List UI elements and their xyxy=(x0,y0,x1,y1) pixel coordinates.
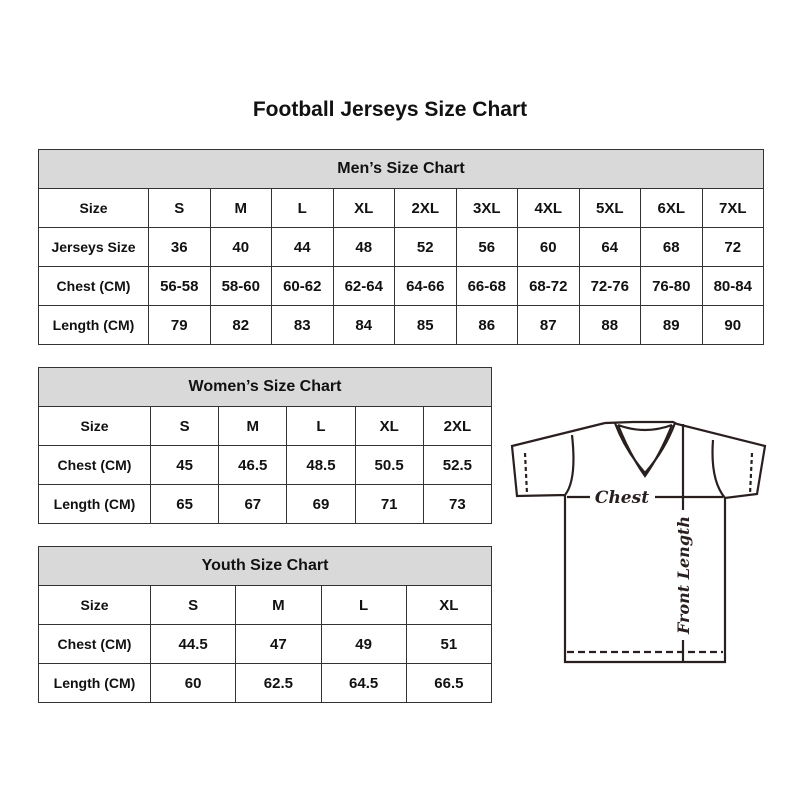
table-row: Jerseys Size 36 40 44 48 52 56 60 64 68 72 xyxy=(38,227,764,267)
table-cell: 62-64 xyxy=(332,266,395,306)
table-row: Size S M L XL 2XL 3XL 4XL 5XL 6XL 7XL xyxy=(38,188,764,228)
table-cell: XL xyxy=(405,585,493,625)
table-cell: 47 xyxy=(235,624,322,664)
table-cell: XL xyxy=(332,188,395,228)
youth-table-caption: Youth Size Chart xyxy=(38,546,492,586)
table-cell: L xyxy=(320,585,407,625)
table-cell: 66-68 xyxy=(455,266,518,306)
table-cell: 56 xyxy=(455,227,518,267)
table-cell: 48 xyxy=(332,227,395,267)
table-cell: 60 xyxy=(517,227,580,267)
table-cell: S xyxy=(149,585,237,625)
table-cell: 73 xyxy=(422,484,493,524)
table-cell: 45 xyxy=(149,445,220,485)
table-cell: 2XL xyxy=(422,406,493,446)
table-cell: S xyxy=(148,188,211,228)
table-cell: 7XL xyxy=(701,188,764,228)
table-cell: 52 xyxy=(394,227,457,267)
table-cell: 79 xyxy=(148,305,211,345)
table-cell: 64-66 xyxy=(394,266,457,306)
jersey-outline-icon xyxy=(510,420,767,664)
table-cell: 87 xyxy=(517,305,580,345)
table-cell: 49 xyxy=(320,624,407,664)
table-cell: S xyxy=(149,406,220,446)
table-cell: 65 xyxy=(149,484,220,524)
table-row: Length (CM) 79 82 83 84 85 86 87 88 89 90 xyxy=(38,305,764,345)
table-cell: 89 xyxy=(640,305,703,345)
table-cell: 66.5 xyxy=(405,663,493,703)
table-cell: 72-76 xyxy=(578,266,641,306)
row-label: Length (CM) xyxy=(38,484,151,524)
page-title: Football Jerseys Size Chart xyxy=(252,98,528,121)
table-cell: 44.5 xyxy=(149,624,237,664)
table-cell: 68-72 xyxy=(517,266,580,306)
table-cell: 88 xyxy=(578,305,641,345)
men-table-caption: Men’s Size Chart xyxy=(38,149,764,189)
table-row: Chest (CM) 45 46.5 48.5 50.5 52.5 xyxy=(38,445,493,485)
table-cell: XL xyxy=(354,406,424,446)
table-cell: 68 xyxy=(640,227,703,267)
men-size-table: Men’s Size Chart Size S M L XL 2XL 3XL 4XL 5XL 6XL… xyxy=(38,149,764,345)
table-cell: 52.5 xyxy=(422,445,493,485)
row-label: Chest (CM) xyxy=(38,266,149,306)
table-cell: M xyxy=(209,188,272,228)
table-cell: 86 xyxy=(455,305,518,345)
women-table-caption: Women’s Size Chart xyxy=(38,367,492,407)
table-cell: 64.5 xyxy=(320,663,407,703)
table-row: Chest (CM) 44.5 47 49 51 xyxy=(38,624,493,664)
table-cell: 46.5 xyxy=(218,445,288,485)
table-cell: 90 xyxy=(701,305,764,345)
front-length-label: Front Length xyxy=(674,516,693,635)
table-cell: 76-80 xyxy=(640,266,703,306)
table-cell: 82 xyxy=(209,305,272,345)
table-cell: 83 xyxy=(271,305,334,345)
row-label: Chest (CM) xyxy=(38,624,151,664)
table-cell: 62.5 xyxy=(235,663,322,703)
chest-label: Chest xyxy=(595,488,649,508)
table-cell: 6XL xyxy=(640,188,703,228)
table-cell: 40 xyxy=(209,227,272,267)
table-cell: 36 xyxy=(148,227,211,267)
table-cell: L xyxy=(271,188,334,228)
row-label: Size xyxy=(38,188,149,228)
table-cell: 72 xyxy=(701,227,764,267)
table-cell: 48.5 xyxy=(286,445,356,485)
table-cell: M xyxy=(235,585,322,625)
table-cell: 51 xyxy=(405,624,493,664)
table-cell: 2XL xyxy=(394,188,457,228)
row-label: Length (CM) xyxy=(38,305,149,345)
table-cell: 58-60 xyxy=(209,266,272,306)
table-cell: M xyxy=(218,406,288,446)
row-label: Length (CM) xyxy=(38,663,151,703)
table-cell: 71 xyxy=(354,484,424,524)
table-cell: 67 xyxy=(218,484,288,524)
table-cell: 60-62 xyxy=(271,266,334,306)
jersey-diagram: Chest Front Length xyxy=(510,420,767,664)
table-cell: 80-84 xyxy=(701,266,764,306)
table-cell: 56-58 xyxy=(148,266,211,306)
table-cell: 50.5 xyxy=(354,445,424,485)
table-row: Size S M L XL xyxy=(38,585,493,625)
row-label: Size xyxy=(38,585,151,625)
table-cell: 64 xyxy=(578,227,641,267)
table-cell: 60 xyxy=(149,663,237,703)
table-cell: 44 xyxy=(271,227,334,267)
table-cell: L xyxy=(286,406,356,446)
table-cell: 84 xyxy=(332,305,395,345)
table-row: Chest (CM) 56-58 58-60 60-62 62-64 64-66 66-68… xyxy=(38,266,764,306)
table-row: Length (CM) 60 62.5 64.5 66.5 xyxy=(38,663,493,703)
row-label: Size xyxy=(38,406,151,446)
table-cell: 5XL xyxy=(578,188,641,228)
row-label: Chest (CM) xyxy=(38,445,151,485)
table-cell: 69 xyxy=(286,484,356,524)
table-cell: 3XL xyxy=(455,188,518,228)
women-size-table: Women’s Size Chart Size S M L XL 2XL Chest (CM)… xyxy=(38,367,493,524)
table-row: Size S M L XL 2XL xyxy=(38,406,493,446)
table-row: Length (CM) 65 67 69 71 73 xyxy=(38,484,493,524)
row-label: Jerseys Size xyxy=(38,227,149,267)
table-cell: 85 xyxy=(394,305,457,345)
youth-size-table: Youth Size Chart Size S M L XL Chest (CM) 44.5 4… xyxy=(38,546,493,703)
table-cell: 4XL xyxy=(517,188,580,228)
